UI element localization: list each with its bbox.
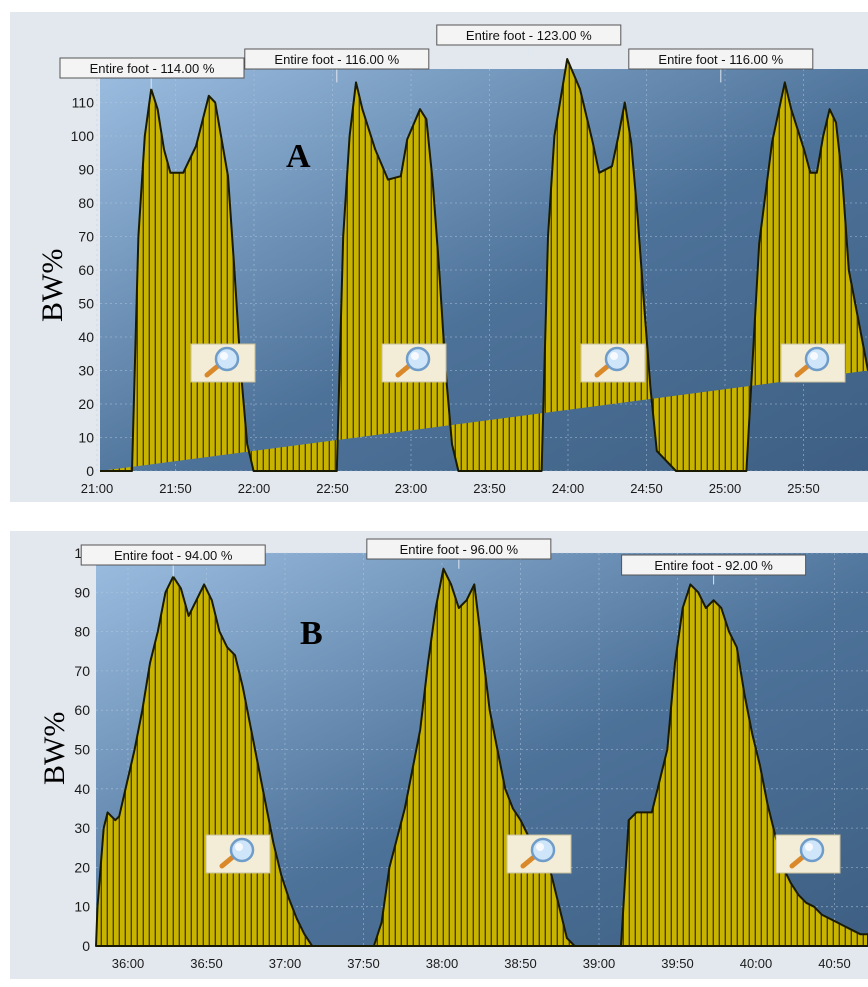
x-tick-label: 40:00 [740, 956, 773, 971]
annotation-label: Entire foot - 116.00 % [658, 52, 783, 67]
annotation-box [244, 48, 430, 70]
y-tick-label: 40 [78, 329, 94, 345]
x-tick-label: 39:00 [583, 956, 616, 971]
y-tick-label: 20 [78, 396, 94, 412]
annotation-box [366, 538, 552, 560]
x-tick-label: 25:50 [787, 481, 820, 496]
y-tick-label: 30 [78, 363, 94, 379]
chart-panel-b: 01020304050607080901036:0036:5037:0037:5… [0, 523, 868, 987]
y-tick-label: 70 [74, 663, 90, 679]
annotation-box [436, 24, 622, 46]
chart-a-svg: 0 10 20 30 40 50 60 70 80 90 100 110 21:00 21:50 22:00… [10, 12, 868, 502]
x-tick-label: 24:00 [552, 481, 585, 496]
panel-letter-b: B [300, 615, 323, 652]
y-tick-label: 90 [78, 162, 94, 178]
y-tick-label: 60 [74, 702, 90, 718]
magnifier-icon[interactable] [205, 834, 271, 874]
panel-letter-a: A [286, 138, 311, 175]
annotation-box [621, 554, 807, 576]
annotation-box [80, 544, 266, 566]
y-axis-label-a: BW% [36, 248, 69, 322]
annotation-box [628, 48, 814, 70]
y-tick-label: 40 [74, 781, 90, 797]
x-tick-label: 23:00 [395, 481, 428, 496]
x-tick-label: 22:50 [316, 481, 349, 496]
annotation-label: Entire foot - 94.00 % [114, 548, 233, 563]
annotation-label: Entire foot - 114.00 % [90, 61, 215, 76]
annotation-label: Entire foot - 116.00 % [274, 52, 399, 67]
x-tick-label: 39:50 [661, 956, 694, 971]
y-tick-label: 50 [78, 296, 94, 312]
x-tick-label: 25:00 [709, 481, 742, 496]
series-area-0 [95, 567, 868, 947]
y-tick-label: 110 [72, 95, 95, 111]
magnifier-icon[interactable] [190, 343, 256, 383]
x-tick-label: 40:50 [818, 956, 851, 971]
y-tick-label: 100 [71, 128, 95, 144]
y-tick-label: 10 [78, 430, 94, 446]
y-tick-label: 10 [74, 899, 90, 915]
y-tick-label: 60 [78, 262, 94, 278]
annotation-label: Entire foot - 92.00 % [654, 558, 773, 573]
x-tick-label: 38:00 [426, 956, 459, 971]
magnifier-icon[interactable] [775, 834, 841, 874]
y-tick-label: 80 [74, 624, 90, 640]
y-tick-label: 0 [82, 938, 90, 954]
series-area-0 [100, 58, 868, 472]
y-tick-label: 0 [86, 463, 94, 479]
x-tick-label: 21:50 [159, 481, 192, 496]
chart-panel-a: 0 10 20 30 40 50 60 70 80 90 100 110 21:00 21:50 22:00… [10, 12, 868, 502]
x-tick-label: 36:00 [112, 956, 145, 971]
y-tick-label: 30 [74, 820, 90, 836]
magnifier-icon[interactable] [381, 343, 447, 383]
x-tick-label: 37:00 [269, 956, 302, 971]
x-tick-label: 38:50 [504, 956, 537, 971]
annotation-box [59, 57, 245, 79]
x-tick-label: 24:50 [630, 481, 663, 496]
magnifier-icon[interactable] [780, 343, 846, 383]
x-tick-label: 37:50 [347, 956, 380, 971]
y-tick-label: 20 [74, 859, 90, 875]
magnifier-icon[interactable] [580, 343, 646, 383]
y-tick-label: 70 [78, 229, 94, 245]
magnifier-icon[interactable] [506, 834, 572, 874]
x-tick-label: 21:00 [81, 481, 114, 496]
annotation-label: Entire foot - 123.00 % [466, 28, 592, 43]
x-tick-label: 36:50 [190, 956, 223, 971]
y-tick-label: 80 [78, 195, 94, 211]
y-axis-label-b: BW% [38, 711, 71, 785]
annotation-label: Entire foot - 96.00 % [400, 542, 519, 557]
x-tick-label: 23:50 [473, 481, 506, 496]
chart-b-svg: 01020304050607080901036:0036:5037:0037:5… [10, 531, 868, 979]
x-tick-label: 22:00 [238, 481, 271, 496]
y-tick-label: 50 [74, 742, 90, 758]
y-tick-label: 90 [74, 584, 90, 600]
